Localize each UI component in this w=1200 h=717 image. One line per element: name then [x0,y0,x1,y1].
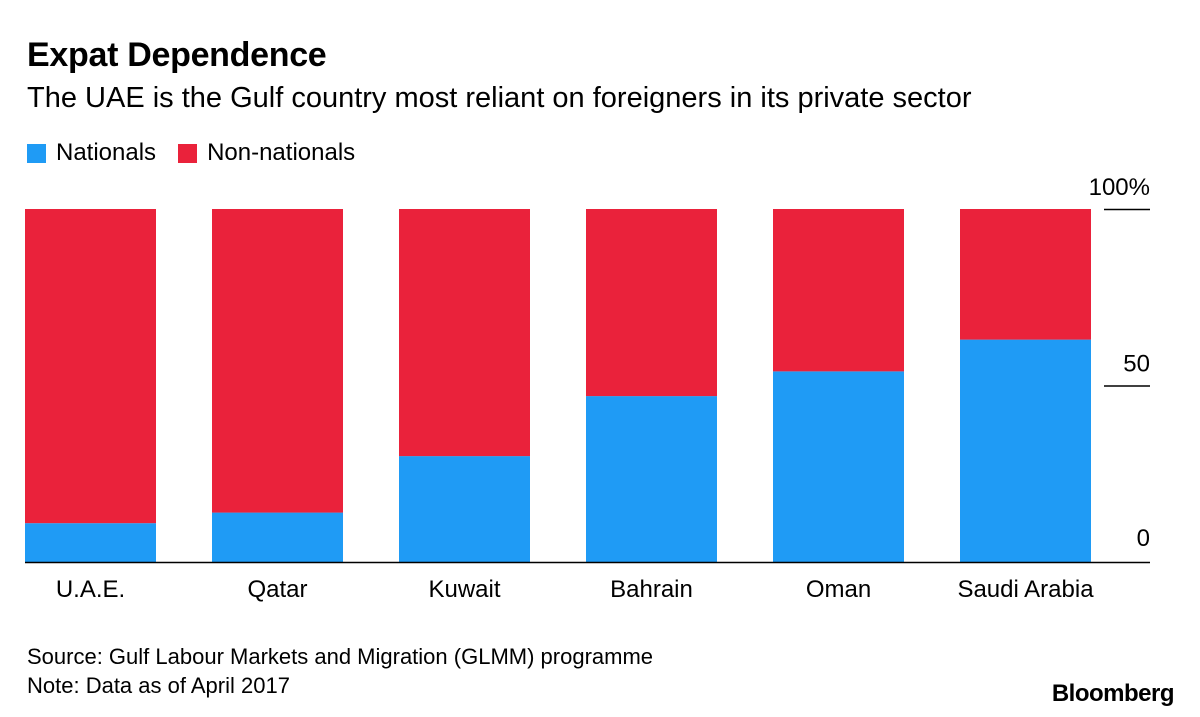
bar-nationals [773,371,904,562]
x-tick-label: Bahrain [610,576,693,603]
y-tick-label: 100% [1089,174,1150,201]
bar-nationals [586,396,717,562]
legend-item-non-nationals: Non-nationals [178,139,355,167]
bar-non-nationals [773,209,904,372]
footer: Source: Gulf Labour Markets and Migratio… [27,642,653,700]
legend-item-nationals: Nationals [27,139,156,167]
bar-nationals [212,512,343,562]
chart-subtitle: The UAE is the Gulf country most reliant… [27,82,972,114]
bar-non-nationals [399,209,530,457]
bloomberg-logo: Bloomberg [1051,680,1175,707]
x-tick-label: U.A.E. [56,576,125,603]
legend-swatch-non-nationals [178,143,198,163]
x-tick-label: Qatar [247,576,307,603]
bar-non-nationals [25,209,156,524]
legend-label-nationals: Nationals [56,139,157,166]
bar-non-nationals [960,209,1091,340]
x-tick-label: Saudi Arabia [957,576,1094,603]
chart-title: Expat Dependence [27,36,327,74]
legend-swatch-nationals [27,143,46,163]
x-tick-label: Oman [806,576,871,603]
legend-label-non-nationals: Non-nationals [207,139,356,166]
y-tick-label: 0 [1137,525,1150,552]
x-tick-label: Kuwait [428,576,500,603]
data-note: Note: Data as of April 2017 [27,673,290,698]
y-tick-label: 50 [1123,351,1150,378]
bar-non-nationals [212,209,343,513]
bar-non-nationals [586,209,717,397]
bar-nationals [399,456,530,562]
legend: Nationals Non-nationals [27,139,377,167]
source-note: Source: Gulf Labour Markets and Migratio… [27,644,654,669]
bar-nationals [960,339,1091,562]
bar-nationals [25,523,156,562]
